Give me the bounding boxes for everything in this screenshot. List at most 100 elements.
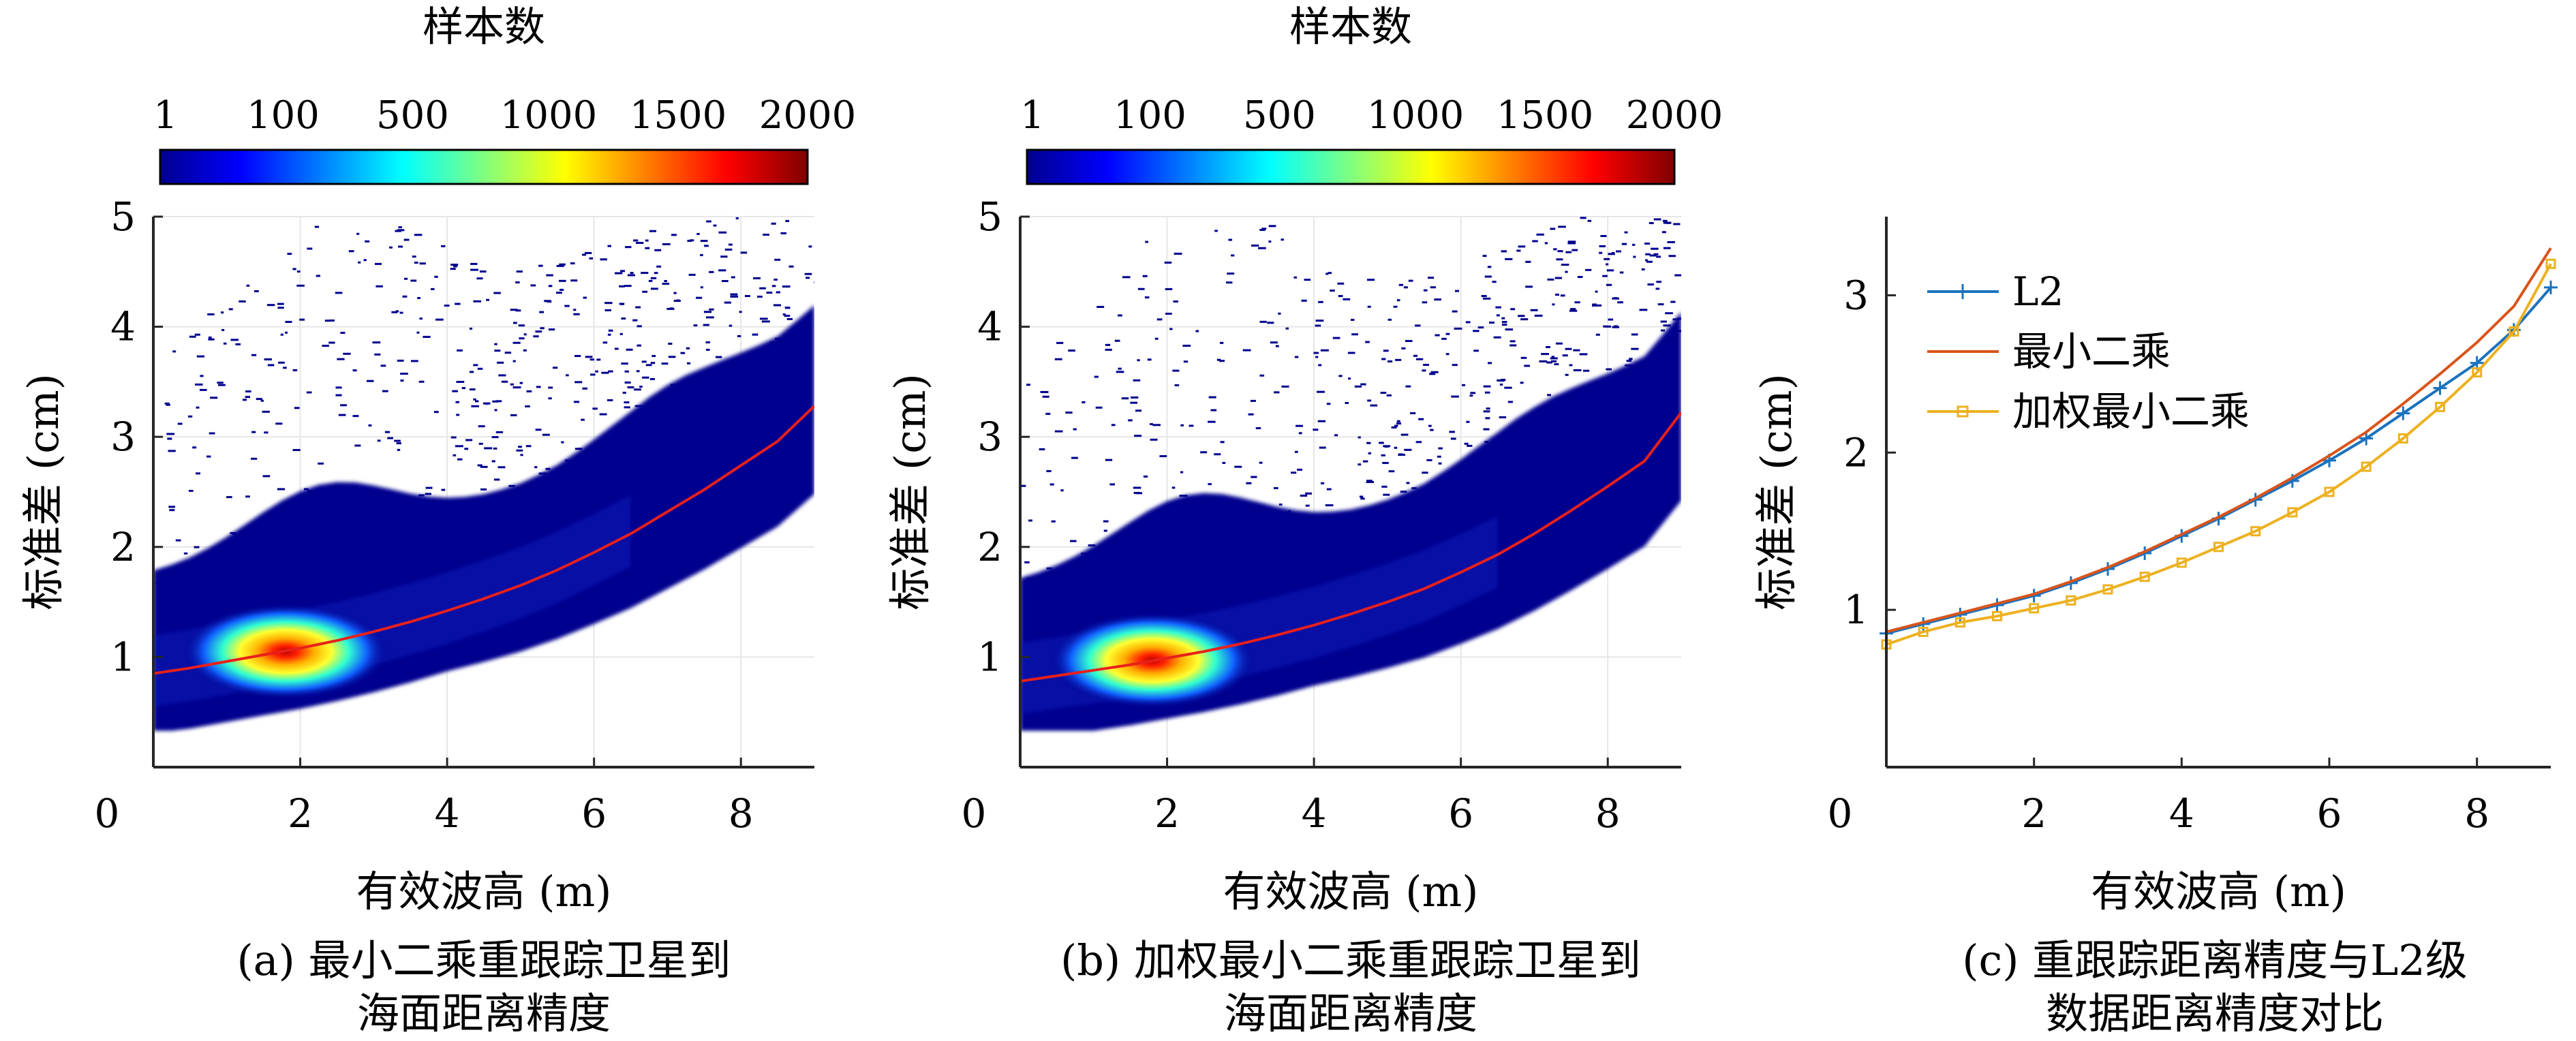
density-speck bbox=[548, 397, 552, 400]
density-speck bbox=[634, 388, 641, 391]
y-tick-label: 4 bbox=[977, 304, 1002, 350]
density-speck bbox=[519, 337, 525, 340]
density-speck bbox=[497, 466, 506, 469]
density-speck bbox=[700, 286, 703, 289]
density-speck bbox=[419, 262, 426, 265]
density-speck bbox=[245, 390, 251, 393]
density-speck bbox=[525, 445, 532, 448]
density-speck bbox=[1451, 395, 1459, 398]
density-speck bbox=[399, 311, 403, 314]
caption-a-line1: (a) 最小二乘重跟踪卫星到 bbox=[236, 935, 731, 985]
density-speck bbox=[1574, 411, 1583, 414]
density-speck bbox=[535, 429, 542, 431]
density-speck bbox=[278, 361, 285, 364]
density-speck bbox=[1438, 447, 1443, 450]
density-speck bbox=[355, 547, 363, 550]
density-speck bbox=[735, 217, 739, 219]
density-speck bbox=[1577, 276, 1583, 279]
density-speck bbox=[433, 411, 439, 414]
density-speck bbox=[386, 514, 390, 517]
density-speck bbox=[1606, 368, 1612, 371]
density-speck bbox=[1300, 495, 1308, 497]
density-speck bbox=[245, 396, 251, 399]
density-speck bbox=[1524, 364, 1530, 367]
density-speck bbox=[700, 240, 708, 243]
density-speck bbox=[536, 386, 541, 388]
density-speck bbox=[386, 493, 394, 495]
density-speck bbox=[512, 322, 517, 324]
density-speck bbox=[1482, 255, 1487, 258]
density-speck bbox=[307, 490, 313, 493]
density-speck bbox=[450, 268, 456, 270]
density-speck bbox=[1552, 303, 1555, 306]
density-speck bbox=[1183, 360, 1189, 363]
density-speck bbox=[1484, 465, 1492, 468]
density-speck bbox=[470, 262, 478, 265]
density-speck bbox=[621, 317, 626, 320]
density-speck bbox=[704, 245, 709, 247]
density-speck bbox=[1554, 277, 1563, 279]
density-speck bbox=[1347, 352, 1355, 354]
density-speck bbox=[1604, 258, 1610, 260]
density-speck bbox=[450, 436, 457, 439]
density-speck bbox=[645, 247, 650, 249]
density-speck bbox=[1550, 357, 1558, 360]
density-speck bbox=[542, 433, 550, 436]
y-axis-label: 标准差 (cm) bbox=[1751, 373, 1801, 610]
series-line-0 bbox=[1886, 286, 2552, 635]
density-speck bbox=[1381, 485, 1387, 488]
density-speck bbox=[1504, 386, 1512, 389]
density-speck bbox=[1606, 283, 1612, 286]
caption-c-line2: 数据距离精度对比 bbox=[2045, 989, 2384, 1038]
density-speck bbox=[1656, 281, 1661, 283]
density-speck bbox=[1165, 288, 1173, 290]
density-speck bbox=[1275, 345, 1279, 347]
density-speck bbox=[1534, 314, 1543, 317]
colorbar-tick-label: 100 bbox=[1114, 93, 1186, 138]
density-speck bbox=[1606, 269, 1614, 272]
density-speck bbox=[434, 275, 438, 278]
density-speck bbox=[614, 347, 619, 350]
density-b bbox=[1020, 217, 1681, 731]
density-speck bbox=[1509, 344, 1517, 347]
density-speck bbox=[414, 234, 423, 236]
density-speck bbox=[1590, 393, 1595, 396]
density-speck bbox=[624, 285, 632, 288]
density-speck bbox=[1387, 318, 1392, 321]
density-speck bbox=[457, 349, 463, 352]
density-speck bbox=[486, 298, 489, 301]
density-speck bbox=[1484, 391, 1490, 394]
density-speck bbox=[479, 270, 487, 273]
density-speck bbox=[1305, 504, 1310, 507]
density-speck bbox=[1396, 299, 1400, 302]
density-speck bbox=[354, 444, 361, 447]
density-speck bbox=[1360, 383, 1366, 386]
density-speck bbox=[1111, 424, 1116, 426]
density-speck bbox=[1268, 225, 1276, 228]
density-speck bbox=[1315, 320, 1324, 322]
x-tick-label: 6 bbox=[2317, 790, 2342, 837]
density-speck bbox=[175, 539, 181, 542]
density-speck bbox=[1599, 245, 1606, 247]
y-tick-label: 2 bbox=[110, 524, 136, 570]
density-speck bbox=[1097, 305, 1105, 308]
density-speck bbox=[450, 264, 459, 266]
density-speck bbox=[662, 243, 671, 245]
density-speck bbox=[1130, 401, 1137, 404]
caption-c-line1: (c) 重跟踪距离精度与L2级 bbox=[1962, 935, 2468, 985]
density-speck bbox=[1546, 345, 1551, 348]
colorbar-tick-label: 1000 bbox=[500, 93, 598, 138]
density-speck bbox=[1222, 462, 1226, 465]
density-speck bbox=[1453, 484, 1458, 487]
density-speck bbox=[1255, 427, 1261, 430]
density-speck bbox=[1624, 231, 1628, 234]
density-speck bbox=[296, 284, 305, 287]
density-speck bbox=[208, 338, 215, 341]
density-speck bbox=[1056, 341, 1064, 344]
density-speck bbox=[1477, 326, 1484, 329]
density-speck bbox=[666, 307, 675, 310]
density-speck bbox=[1319, 446, 1326, 449]
density-speck bbox=[1360, 497, 1365, 500]
density-speck bbox=[744, 295, 750, 298]
density-speck bbox=[654, 249, 662, 251]
